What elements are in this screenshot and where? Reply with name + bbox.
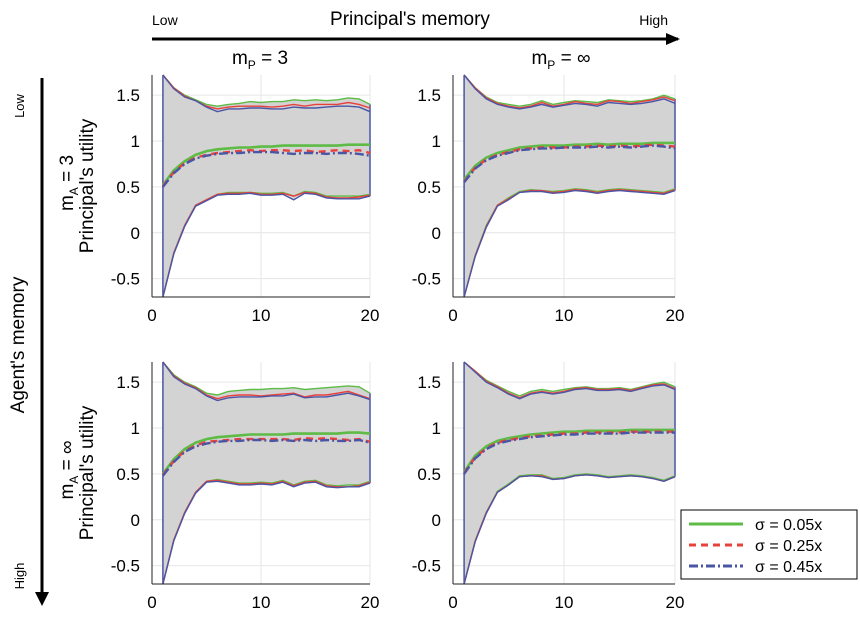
series-s045-lower [463, 189, 676, 298]
series-s005-upper [162, 361, 371, 396]
series-s045-upper [162, 74, 371, 113]
series-s005-mean [161, 143, 370, 186]
y-tick-label: 0 [131, 511, 140, 530]
series-s005-mean [463, 141, 675, 181]
x-tick-label: 0 [147, 306, 156, 325]
panel-bottom-left: -0.5 0 0.5 1 1.5 0 10 20 Principal's utility [77, 361, 380, 612]
series-s025-mean [463, 143, 676, 183]
legend-label-s045: σ = 0.45x [755, 559, 822, 576]
series-s045-upper [463, 361, 676, 400]
series-s045-lower [463, 474, 676, 585]
legend-label-s005: σ = 0.05x [755, 517, 822, 534]
series-s005-mean [463, 428, 675, 473]
y-tick-label: 1 [432, 419, 441, 438]
confidence-band [162, 362, 370, 584]
y-tick-label: -0.5 [111, 557, 140, 576]
series-s045-upper [463, 74, 676, 110]
series-s045-mean [463, 431, 675, 475]
legend: σ = 0.05x σ = 0.25x σ = 0.45x [680, 509, 858, 580]
agent-memory-title: Agent's memory [8, 276, 29, 413]
series-s045-lower [162, 192, 371, 298]
series-s025-upper [463, 361, 676, 399]
panel-top-right: -0.5 0 0.5 1 1.5 0 10 20 [412, 74, 685, 325]
series-s045-upper [162, 361, 371, 402]
series-s045-mean [161, 438, 371, 477]
agent-memory-header: Agent's memory Low High [8, 78, 49, 606]
x-tick-label: 20 [666, 306, 685, 325]
series-s025-lower [162, 191, 371, 298]
series-s025-lower [463, 188, 676, 298]
series-s025-upper [162, 361, 371, 400]
y-tick-label: 1.5 [116, 373, 140, 392]
x-tick-label: 20 [361, 306, 380, 325]
series-s025-mean [161, 436, 371, 476]
x-tick-label: 0 [448, 306, 457, 325]
column-label-mp-inf: mP = ∞ [531, 48, 590, 72]
y-tick-label: -0.5 [412, 270, 441, 289]
y-tick-label: 0.5 [417, 465, 441, 484]
y-tick-label: 0.5 [417, 178, 441, 197]
series-s045-lower [162, 480, 371, 585]
agent-memory-arrowhead [35, 592, 49, 606]
legend-label-s025: σ = 0.25x [755, 538, 822, 555]
principal-memory-low: Low [152, 12, 179, 28]
series-s045-mean [161, 150, 371, 188]
row-label-ma-inf: mA = ∞ [57, 440, 81, 499]
y-axis-label: Principal's utility [77, 405, 98, 540]
x-tick-label: 10 [555, 593, 574, 612]
principal-memory-high: High [639, 12, 668, 28]
column-label-mp-3: mP = 3 [232, 48, 288, 72]
principal-memory-title: Principal's memory [330, 9, 490, 30]
y-tick-label: 0 [432, 511, 441, 530]
agent-memory-low: Low [12, 93, 27, 117]
series-s005-upper [463, 361, 676, 397]
panel-top-left: -0.5 0 0.5 1 1.5 0 10 20 Principal's utility [77, 74, 380, 325]
principal-memory-header: Low Principal's memory High [152, 9, 680, 45]
series-s005-upper [162, 74, 371, 107]
y-axis-label: Principal's utility [77, 118, 98, 253]
series-s005-mean [161, 431, 371, 475]
confidence-band [162, 75, 370, 297]
series-s005-upper [463, 74, 676, 107]
series-s025-mean [161, 148, 371, 187]
x-tick-label: 10 [252, 593, 271, 612]
y-tick-label: 0.5 [116, 178, 140, 197]
confidence-band [464, 362, 675, 584]
x-tick-label: 10 [252, 306, 271, 325]
x-tick-label: 20 [666, 593, 685, 612]
x-tick-label: 20 [361, 593, 380, 612]
series-s025-upper [463, 74, 676, 109]
panel-bottom-right: -0.5 0 0.5 1 1.5 0 10 20 [412, 361, 685, 612]
x-tick-label: 0 [448, 593, 457, 612]
y-tick-label: -0.5 [111, 270, 140, 289]
y-tick-label: 1.5 [116, 86, 140, 105]
y-tick-label: 1 [131, 419, 140, 438]
confidence-band [464, 75, 675, 297]
y-tick-label: 1 [432, 132, 441, 151]
y-tick-label: 0.5 [116, 465, 140, 484]
agent-memory-high: High [12, 563, 27, 590]
series-s005-lower [463, 473, 676, 585]
y-tick-label: -0.5 [412, 557, 441, 576]
x-tick-label: 10 [555, 306, 574, 325]
y-tick-label: 0 [432, 224, 441, 243]
row-label-ma-3: mA = 3 [57, 155, 81, 211]
y-tick-label: 1.5 [417, 86, 441, 105]
x-tick-label: 0 [147, 593, 156, 612]
y-tick-label: 1 [131, 132, 140, 151]
y-tick-label: 1.5 [417, 373, 441, 392]
y-tick-label: 0 [131, 224, 140, 243]
